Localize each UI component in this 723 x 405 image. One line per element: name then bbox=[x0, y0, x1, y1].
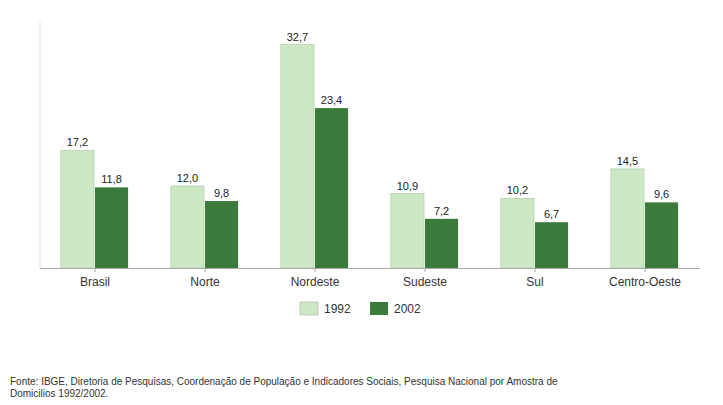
data-labels: 17,2 12,0 32,7 10,9 10,2 14,5 11,8 9,8 23,4 7,2 6,… bbox=[67, 31, 669, 221]
data-label: 7,2 bbox=[434, 205, 449, 217]
data-label: 14,5 bbox=[617, 155, 638, 167]
data-label: 10,9 bbox=[397, 180, 418, 192]
y-axis-line bbox=[40, 22, 41, 268]
chart: 17,2 12,0 32,7 10,9 10,2 14,5 11,8 9,8 23,4 7,2 6,… bbox=[0, 0, 723, 405]
bar bbox=[281, 45, 314, 268]
bar bbox=[645, 202, 678, 268]
x-tick bbox=[95, 268, 96, 272]
x-tick bbox=[645, 268, 646, 272]
data-label: 32,7 bbox=[287, 31, 308, 43]
x-tick-label: Norte bbox=[190, 275, 220, 289]
bar bbox=[95, 187, 128, 268]
bar bbox=[425, 219, 458, 268]
data-label: 23,4 bbox=[321, 94, 342, 106]
legend-swatch bbox=[300, 302, 318, 315]
bar bbox=[205, 201, 238, 268]
x-tick bbox=[315, 268, 316, 272]
x-tick bbox=[425, 268, 426, 272]
bar bbox=[315, 108, 348, 268]
x-tick bbox=[535, 268, 536, 272]
x-tick-label: Nordeste bbox=[291, 275, 340, 289]
bars bbox=[61, 45, 678, 268]
data-label: 11,8 bbox=[101, 173, 122, 185]
x-tick-label: Centro-Oeste bbox=[609, 275, 681, 289]
bar bbox=[171, 186, 204, 268]
x-tick-label: Sul bbox=[526, 275, 543, 289]
x-tick-label: Sudeste bbox=[403, 275, 447, 289]
x-tick-label: Brasil bbox=[80, 275, 110, 289]
x-axis-line bbox=[40, 268, 700, 269]
data-label: 10,2 bbox=[507, 184, 528, 196]
legend-swatch bbox=[370, 302, 388, 315]
bar bbox=[611, 169, 644, 268]
x-tick bbox=[205, 268, 206, 272]
bar bbox=[535, 222, 568, 268]
data-label: 9,6 bbox=[654, 188, 669, 200]
data-label: 12,0 bbox=[177, 172, 198, 184]
legend-label: 2002 bbox=[394, 302, 421, 316]
data-label: 9,8 bbox=[214, 187, 229, 199]
legend-label: 1992 bbox=[324, 302, 351, 316]
data-label: 6,7 bbox=[544, 208, 559, 220]
footer-note: Fonte: IBGE, Diretoria de Pesquisas, Coo… bbox=[10, 376, 558, 399]
bar bbox=[61, 150, 94, 268]
bar bbox=[501, 198, 534, 268]
legend: 1992 2002 bbox=[300, 302, 421, 316]
bar bbox=[391, 194, 424, 268]
data-label: 17,2 bbox=[67, 136, 88, 148]
